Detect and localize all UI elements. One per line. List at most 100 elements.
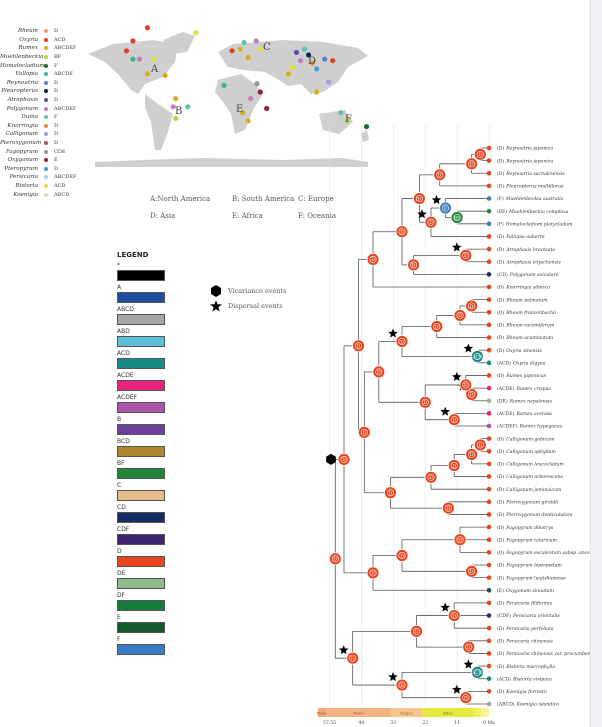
region-c: C: Europe xyxy=(298,195,334,203)
tip-label: (D) Pleuropterus multiflorus xyxy=(497,183,564,190)
genus-area: ABCDEF xyxy=(54,105,77,112)
distribution-point xyxy=(301,46,308,52)
genus-area: F xyxy=(54,114,58,121)
ancestral-area-node: D xyxy=(433,168,447,182)
ancestral-area-node: BF xyxy=(450,211,464,224)
genus-area: E xyxy=(54,157,58,164)
ancestral-area-node: D xyxy=(459,249,473,262)
ancestral-area-node: D xyxy=(424,215,438,229)
genus-area: D xyxy=(54,97,59,104)
genus-area: ABCD xyxy=(54,191,70,198)
epoch-label: Paleo xyxy=(317,711,329,716)
vicariance-hexagon-icon xyxy=(211,284,221,297)
tip-label: (D) Calligonum jeminaicum xyxy=(497,486,562,493)
ancestral-area-node: D xyxy=(465,299,479,313)
node-area-label: D xyxy=(362,430,366,436)
tip: (D) Fagopyrum tataricum xyxy=(486,536,557,543)
distribution-point xyxy=(245,118,251,124)
legend-label: ACDE xyxy=(117,372,134,379)
tip: (F) Homalocladium platycladum xyxy=(486,221,573,228)
node-area-label: D xyxy=(377,370,381,376)
genus-area: ABCDE xyxy=(54,71,73,78)
ancestral-area-node: D xyxy=(459,378,473,392)
tip-area-dot xyxy=(486,158,492,163)
genus-row: Pleuropterus D xyxy=(0,87,100,96)
tip: (D) Atraphaxis irtyschensis xyxy=(486,258,561,265)
tip: (D) Fagopyrum luojishanense xyxy=(486,574,566,581)
dispersal-star-icon xyxy=(417,209,427,219)
legend-label: * xyxy=(117,262,120,269)
genus-name: Oxygonum xyxy=(7,157,38,164)
distribution-point xyxy=(338,109,344,116)
genus-area: D xyxy=(54,79,59,86)
distribution-point xyxy=(123,48,130,54)
tip: (D) Fagopyrum dibotrys xyxy=(486,524,554,531)
node-area-label: D xyxy=(470,569,474,575)
distribution-point xyxy=(257,46,263,52)
tip-area-dot xyxy=(486,373,492,378)
tip-area-dot xyxy=(486,272,492,277)
legend-swatch xyxy=(117,336,165,347)
genus-area: ACD xyxy=(54,36,66,43)
time-tick-label: 11 xyxy=(454,720,460,726)
genus-color-dot xyxy=(44,192,48,197)
tip: (D) Pteroxygonum giraldii xyxy=(486,499,559,506)
tip-label: (D) Reynoutria japonica xyxy=(497,145,553,152)
genus-row: Oxygonum E xyxy=(0,156,100,165)
legend-label: CD xyxy=(117,504,126,511)
tip-label: (D) Rheum acuminatum xyxy=(497,334,554,341)
genus-color-dot xyxy=(44,158,48,163)
genus-area: D xyxy=(54,140,59,147)
genus-name: Rumex xyxy=(18,45,38,52)
epoch-bar xyxy=(481,708,489,717)
distribution-point xyxy=(144,71,151,77)
legend-swatch xyxy=(117,446,165,457)
tip-label: (D) Fagopyrum dibotrys xyxy=(497,524,554,531)
epoch-bar xyxy=(326,708,391,717)
genus-row: Calligonum D xyxy=(0,130,100,139)
map-region-label: B xyxy=(175,106,182,117)
distribution-point xyxy=(173,115,179,121)
node-area-label: D xyxy=(470,304,474,310)
map-region-label: E xyxy=(236,104,243,115)
tip-area-dot xyxy=(486,625,492,631)
tip-area-dot xyxy=(486,701,492,707)
genus-color-dot xyxy=(44,106,48,111)
ancestral-area-node: D xyxy=(441,501,455,515)
tip: (F) Muehlenbeckia australis xyxy=(486,195,564,202)
legend-item: BF xyxy=(117,459,177,479)
tip-label: (D) Bistorta macrophylla xyxy=(497,663,555,670)
tip-label: (D) Pteroxygonum giraldii xyxy=(497,499,559,506)
tip-label: (D) Persicaria perfoliata xyxy=(497,625,554,632)
ancestral-area-node: D xyxy=(346,651,360,665)
legend-swatch xyxy=(117,534,165,545)
ancestral-area-node: D xyxy=(357,425,371,439)
distribution-point xyxy=(136,56,142,62)
tip-area-dot xyxy=(486,297,492,302)
genus-area: BF xyxy=(54,54,62,61)
map-region-label: D xyxy=(308,56,316,67)
dispersal-star-icon xyxy=(452,684,462,694)
genus-distribution-list: Rheum D Oxyria ACD Rumex ABCDEF Muehlenbeckia B… xyxy=(0,27,100,199)
legend-title: LEGEND xyxy=(117,251,149,259)
map-region-label: A xyxy=(150,64,159,75)
tip: (D) Atraphaxis bracteata xyxy=(486,246,555,253)
scrollbar-track[interactable] xyxy=(590,0,602,727)
region-a: A:North America xyxy=(150,195,211,203)
ancestral-area-node: D xyxy=(465,564,479,578)
legend-item: D xyxy=(117,547,177,567)
tip-label: (D) Rheum racemiferum xyxy=(497,322,555,329)
tip-area-dot xyxy=(486,347,492,353)
genus-area: D xyxy=(54,88,59,95)
distribution-point xyxy=(253,38,259,44)
legend-swatch xyxy=(117,644,165,655)
tip: (D) Persicaria perfoliata xyxy=(486,625,554,632)
tip: (D) Calligonum aphyllum xyxy=(486,448,557,455)
legend-item: ACDE xyxy=(117,371,177,391)
tip-area-dot xyxy=(486,322,492,328)
node-area-label: D xyxy=(400,553,404,559)
node-area-label: D xyxy=(389,491,393,497)
legend-item: DE xyxy=(117,569,177,589)
legend-swatch xyxy=(117,490,165,501)
tip-label: (F) Muehlenbeckia australis xyxy=(497,195,564,202)
